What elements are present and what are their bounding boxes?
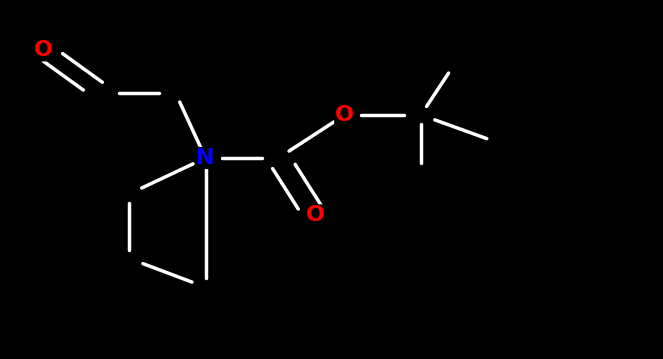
Text: N: N — [196, 148, 215, 168]
Text: O: O — [335, 105, 354, 125]
Text: O: O — [34, 40, 52, 60]
Text: O: O — [306, 205, 324, 225]
